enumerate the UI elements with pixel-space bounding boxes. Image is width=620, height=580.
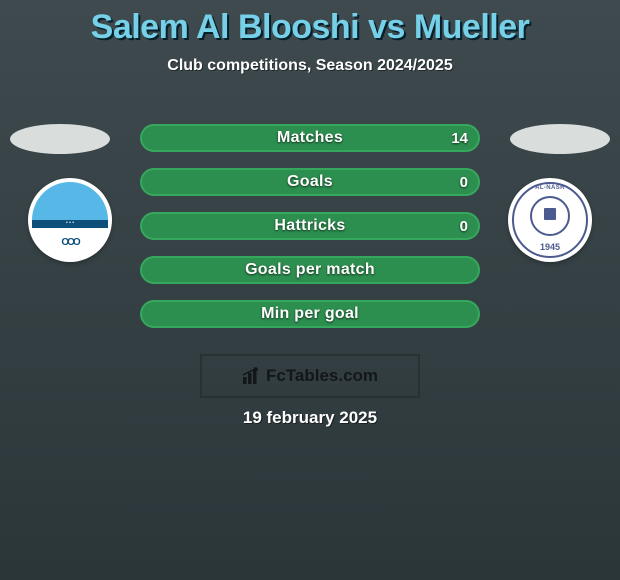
player-right-marker: [510, 124, 610, 154]
stat-label: Goals per match: [245, 261, 375, 279]
club-badge-left: • • • OOO: [28, 178, 112, 262]
stat-row: Goals 0: [140, 168, 480, 196]
stat-label: Goals: [287, 173, 333, 191]
date-line: 19 february 2025: [0, 408, 620, 428]
watermark-text: FcTables.com: [266, 366, 378, 386]
stat-label: Matches: [277, 129, 343, 147]
stat-row: Hattricks 0: [140, 212, 480, 240]
player-left-marker: [10, 124, 110, 154]
page-title: Salem Al Blooshi vs Mueller: [0, 0, 620, 47]
club-badge-right-year: 1945: [508, 242, 592, 252]
stat-label: Hattricks: [274, 217, 345, 235]
stat-value-right: 0: [460, 174, 468, 191]
comparison-card: Salem Al Blooshi vs Mueller Club competi…: [0, 0, 620, 580]
club-badge-right-name: AL-NASR: [508, 185, 592, 191]
watermark: FcTables.com: [200, 354, 420, 398]
bars-icon: [242, 367, 262, 385]
stat-row: Matches 14: [140, 124, 480, 152]
page-subtitle: Club competitions, Season 2024/2025: [0, 57, 620, 75]
club-badge-right: AL-NASR 1945: [508, 178, 592, 262]
stat-row: Min per goal: [140, 300, 480, 328]
stat-value-right: 0: [460, 218, 468, 235]
stat-row: Goals per match: [140, 256, 480, 284]
stat-value-right: 14: [451, 130, 468, 147]
stats-column: Matches 14 Goals 0 Hattricks 0 Goals per match…: [140, 124, 480, 344]
stat-label: Min per goal: [261, 305, 359, 323]
